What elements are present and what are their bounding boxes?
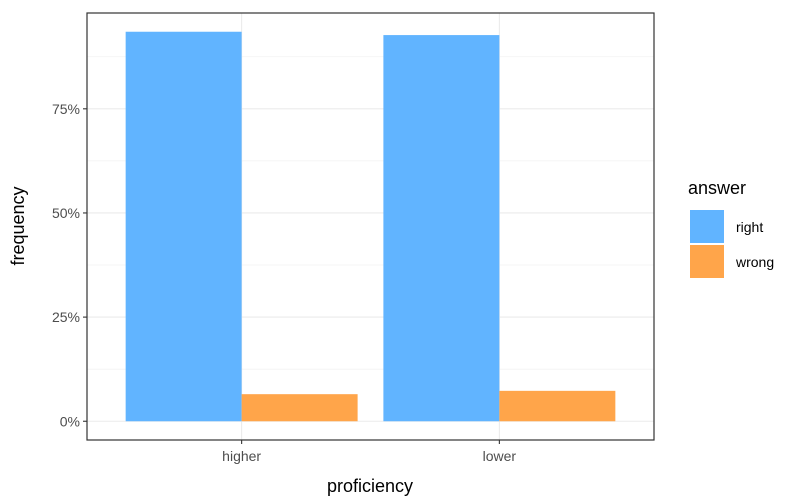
y-tick-label: 0%	[60, 413, 80, 429]
x-tick-label: higher	[222, 448, 261, 464]
legend-label-wrong: wrong	[735, 254, 774, 270]
legend-key-right	[690, 210, 724, 243]
y-tick-label: 25%	[52, 309, 80, 325]
plot-area	[87, 13, 654, 440]
x-axis-title: proficiency	[327, 476, 413, 496]
y-axis-title: frequency	[8, 186, 28, 265]
y-tick-label: 75%	[52, 101, 80, 117]
y-tick-label: 50%	[52, 205, 80, 221]
bar-higher-right	[126, 32, 242, 422]
bar-higher-wrong	[242, 394, 358, 421]
bar-lower-right	[383, 35, 499, 421]
legend-title: answer	[688, 178, 746, 198]
legend-key-wrong	[690, 245, 724, 278]
legend-label-right: right	[736, 219, 763, 235]
x-tick-label: lower	[483, 448, 517, 464]
bar-lower-wrong	[499, 391, 615, 421]
